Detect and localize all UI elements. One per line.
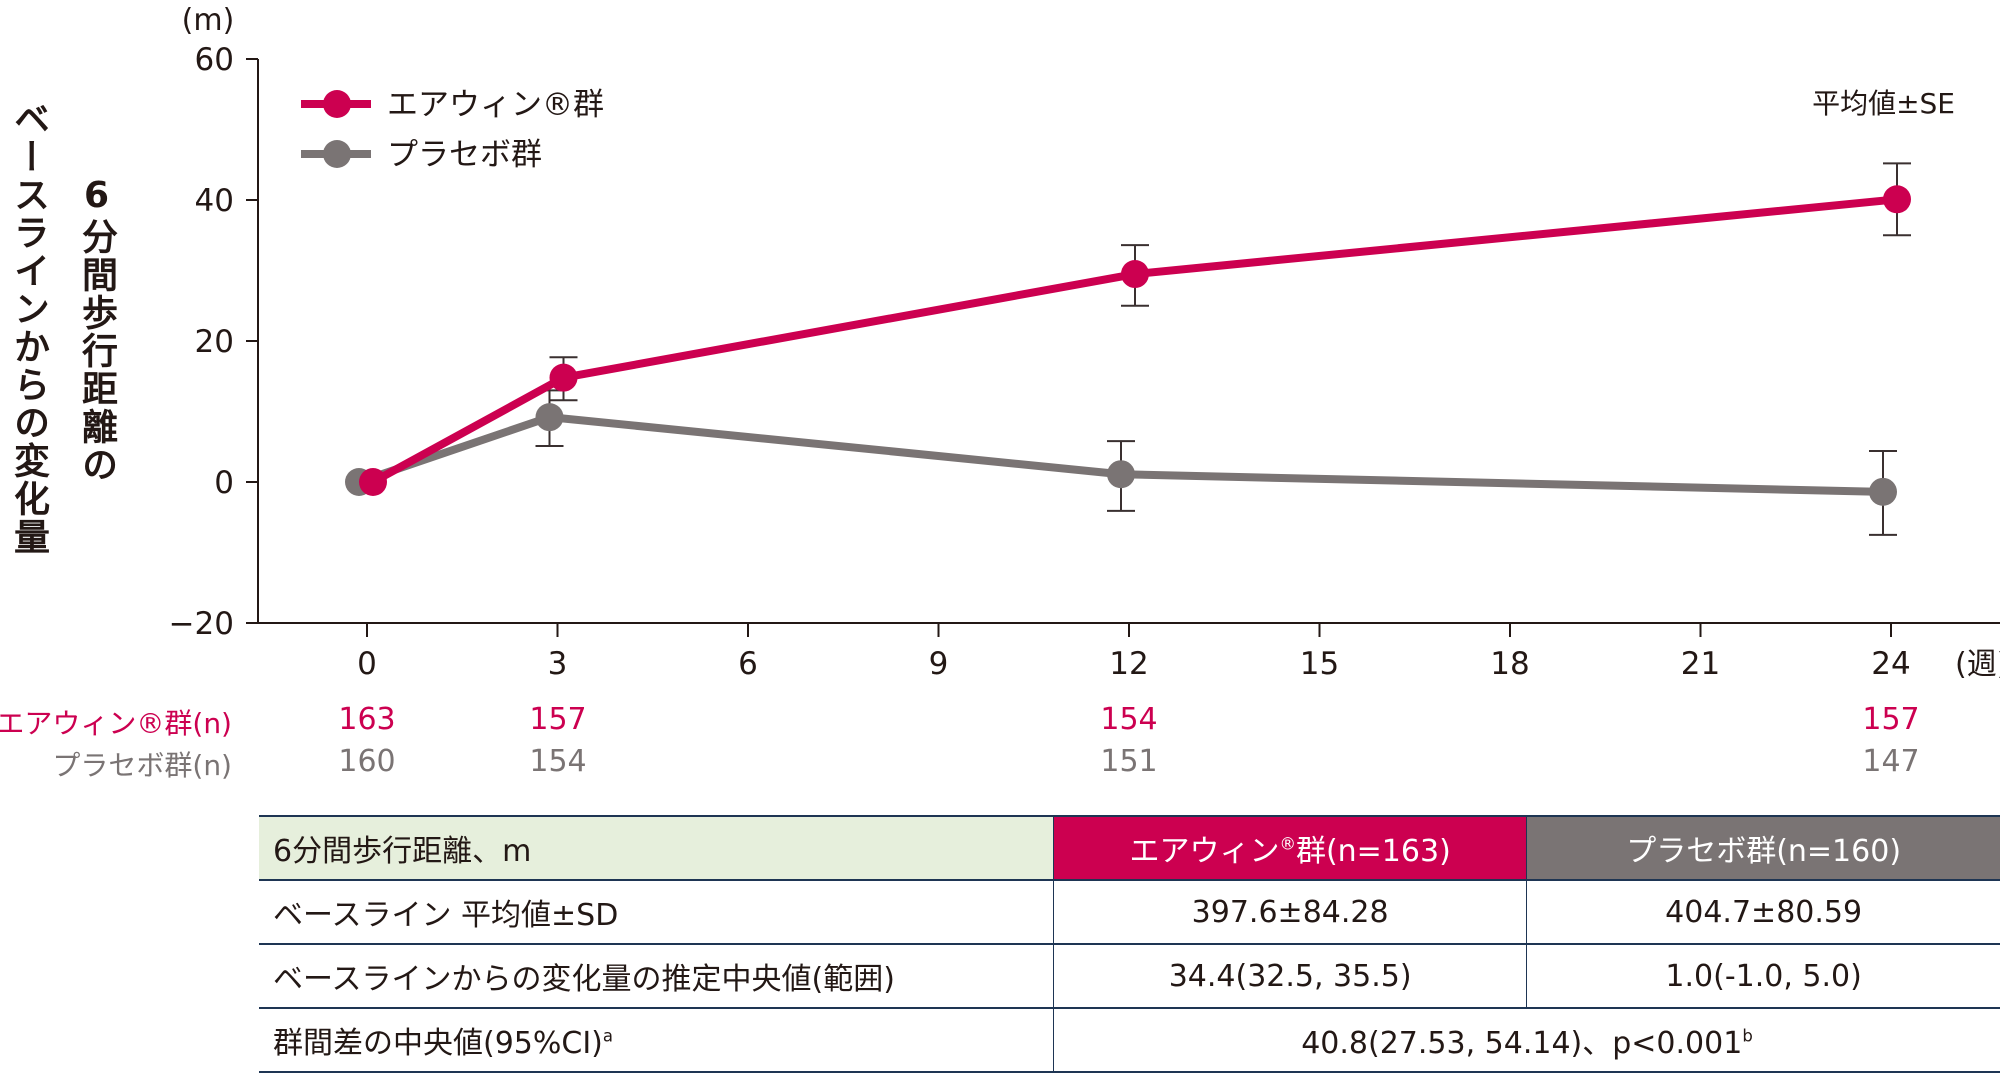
n-placebo-week24: 147	[1841, 744, 1941, 779]
n-placebo-week3: 154	[508, 744, 608, 779]
series-airwin	[359, 163, 1911, 496]
se-note: 平均値±SE	[1812, 87, 1955, 120]
n-row-label-airwin: エアウィン®群(n)	[0, 702, 232, 742]
legend-red-marker-icon	[323, 90, 351, 118]
x-axis-ticks: 0 3 6 9 12 15 18 21 24	[357, 623, 1911, 682]
svg-text:6: 6	[738, 646, 758, 682]
y-axis-title-line1: ベースラインからの変化量	[10, 100, 46, 556]
diff-value-text: 40.8(27.53, 54.14)、p<0.001	[1301, 1026, 1742, 1061]
y-unit-label: (m)	[182, 3, 235, 38]
svg-text:−20: −20	[169, 606, 234, 642]
n-airwin-week0: 163	[317, 702, 417, 737]
diff-label-text: 群間差の中央値(95%CI)	[273, 1026, 603, 1061]
table-row: 群間差の中央値(95%CI)a 40.8(27.53, 54.14)、p<0.0…	[259, 1008, 2000, 1072]
n-airwin-week3: 157	[508, 702, 608, 737]
svg-text:60: 60	[195, 42, 234, 78]
header-placebo: プラセボ群(n=160)	[1527, 816, 2000, 880]
n-placebo-week0: 160	[317, 744, 417, 779]
n-airwin-week12: 154	[1079, 702, 1179, 737]
header-airwin-suffix: 群(n=163)	[1296, 834, 1451, 869]
footnote-b: b	[1742, 1026, 1752, 1045]
svg-text:0: 0	[357, 646, 377, 682]
n-airwin-week24: 157	[1841, 702, 1941, 737]
table-header-row: 6分間歩行距離、m エアウィン®群(n=163) プラセボ群(n=160)	[259, 816, 2000, 880]
svg-text:20: 20	[195, 324, 234, 360]
baseline-placebo: 404.7±80.59	[1527, 880, 2000, 944]
row-label-change: ベースラインからの変化量の推定中央値(範囲)	[259, 944, 1054, 1008]
y-axis-title-line2: 6分間歩行距離の	[78, 175, 114, 484]
svg-text:0: 0	[214, 465, 234, 501]
svg-text:15: 15	[1300, 646, 1339, 682]
svg-text:21: 21	[1681, 646, 1720, 682]
svg-text:12: 12	[1109, 646, 1148, 682]
table-row: ベースライン 平均値±SD 397.6±84.28 404.7±80.59	[259, 880, 2000, 944]
summary-table: 6分間歩行距離、m エアウィン®群(n=163) プラセボ群(n=160) ベー…	[259, 815, 2000, 1073]
diff-value: 40.8(27.53, 54.14)、p<0.001b	[1054, 1008, 2000, 1072]
change-placebo: 1.0(-1.0, 5.0)	[1527, 944, 2000, 1008]
header-airwin-name: エアウィン	[1129, 834, 1279, 869]
n-placebo-week12: 151	[1079, 744, 1179, 779]
baseline-airwin: 397.6±84.28	[1054, 880, 1527, 944]
x-unit-label: (週)	[1955, 647, 2000, 682]
header-label: 6分間歩行距離、m	[259, 816, 1054, 880]
table-row: ベースラインからの変化量の推定中央値(範囲) 34.4(32.5, 35.5) …	[259, 944, 2000, 1008]
series-placebo	[345, 390, 1897, 535]
row-label-diff: 群間差の中央値(95%CI)a	[259, 1008, 1054, 1072]
legend-red-label: エアウィン®群	[387, 87, 604, 123]
legend-gray-label: プラセボ群	[387, 137, 542, 173]
svg-text:24: 24	[1871, 646, 1910, 682]
svg-text:9: 9	[929, 646, 949, 682]
row-label-baseline: ベースライン 平均値±SD	[259, 880, 1054, 944]
change-airwin: 34.4(32.5, 35.5)	[1054, 944, 1527, 1008]
legend-gray-marker-icon	[323, 140, 351, 168]
header-airwin: エアウィン®群(n=163)	[1054, 816, 1527, 880]
n-row-label-placebo: プラセボ群(n)	[52, 744, 232, 784]
y-axis-ticks: −20 0 20 40 60	[169, 42, 258, 642]
legend: エアウィン®群 プラセボ群	[301, 87, 604, 173]
svg-text:40: 40	[195, 183, 234, 219]
registered-mark: ®	[1279, 834, 1296, 853]
footnote-a: a	[603, 1026, 613, 1045]
svg-text:3: 3	[548, 646, 568, 682]
svg-text:18: 18	[1490, 646, 1529, 682]
